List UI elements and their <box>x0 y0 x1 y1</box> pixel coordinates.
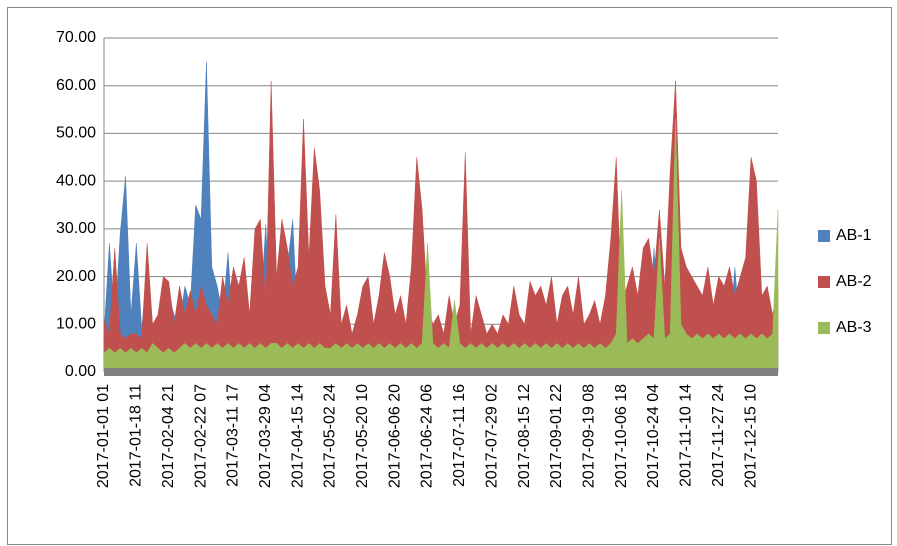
y-tick-label: 10.00 <box>56 316 96 333</box>
chart-frame <box>7 7 892 545</box>
x-tick-label: 2017-10-24 04 <box>645 384 662 488</box>
y-tick-label: 50.00 <box>56 125 96 142</box>
x-tick-label: 2017-05-20 10 <box>354 384 371 488</box>
floor <box>104 368 778 376</box>
area <box>103 119 779 373</box>
x-tick-label: 2017-06-24 06 <box>419 384 436 488</box>
x-tick-label: 2017-03-29 04 <box>257 384 274 488</box>
legend-label: AB-2 <box>836 273 872 290</box>
x-tick-label: 2017-09-01 22 <box>548 384 565 488</box>
x-tick-label: 2017-12-15 10 <box>742 384 759 488</box>
y-tick-label: 60.00 <box>56 77 96 94</box>
x-tick-label: 2017-07-29 02 <box>483 384 500 488</box>
y-tick-label: 20.00 <box>56 268 96 285</box>
x-tick-label: 2017-04-15 14 <box>289 384 306 488</box>
x-tick-label: 2017-02-04 21 <box>160 384 177 488</box>
x-tick-label: 2017-02-22 07 <box>192 384 209 488</box>
area <box>103 80 779 373</box>
x-tick-label: 2017-09-19 08 <box>580 384 597 488</box>
x-tick-label: 2017-05-02 24 <box>322 384 339 488</box>
x-tick-label: 2017-11-27 24 <box>710 384 727 487</box>
legend-label: AB-1 <box>836 227 872 244</box>
legend-swatch <box>818 230 830 242</box>
x-tick-label: 2017-03-11 17 <box>225 384 242 487</box>
y-tick-label: 40.00 <box>56 172 96 189</box>
legend-swatch <box>818 276 830 288</box>
x-tick-label: 2017-08-15 12 <box>516 384 533 488</box>
legend-swatch <box>818 322 830 334</box>
legend-label: AB-3 <box>836 319 872 336</box>
x-tick-label: 2017-01-18 11 <box>128 384 145 487</box>
x-tick-label: 2017-11-10 14 <box>678 384 695 487</box>
y-tick-label: 70.00 <box>56 29 96 46</box>
y-tick-label: 0.00 <box>65 363 96 380</box>
x-tick-label: 2017-10-06 18 <box>613 384 630 488</box>
x-tick-label: 2017-06-06 20 <box>386 384 403 488</box>
x-tick-label: 2017-07-11 16 <box>451 384 468 487</box>
y-tick-label: 30.00 <box>56 220 96 237</box>
x-tick-label: 2017-01-01 01 <box>95 384 112 488</box>
